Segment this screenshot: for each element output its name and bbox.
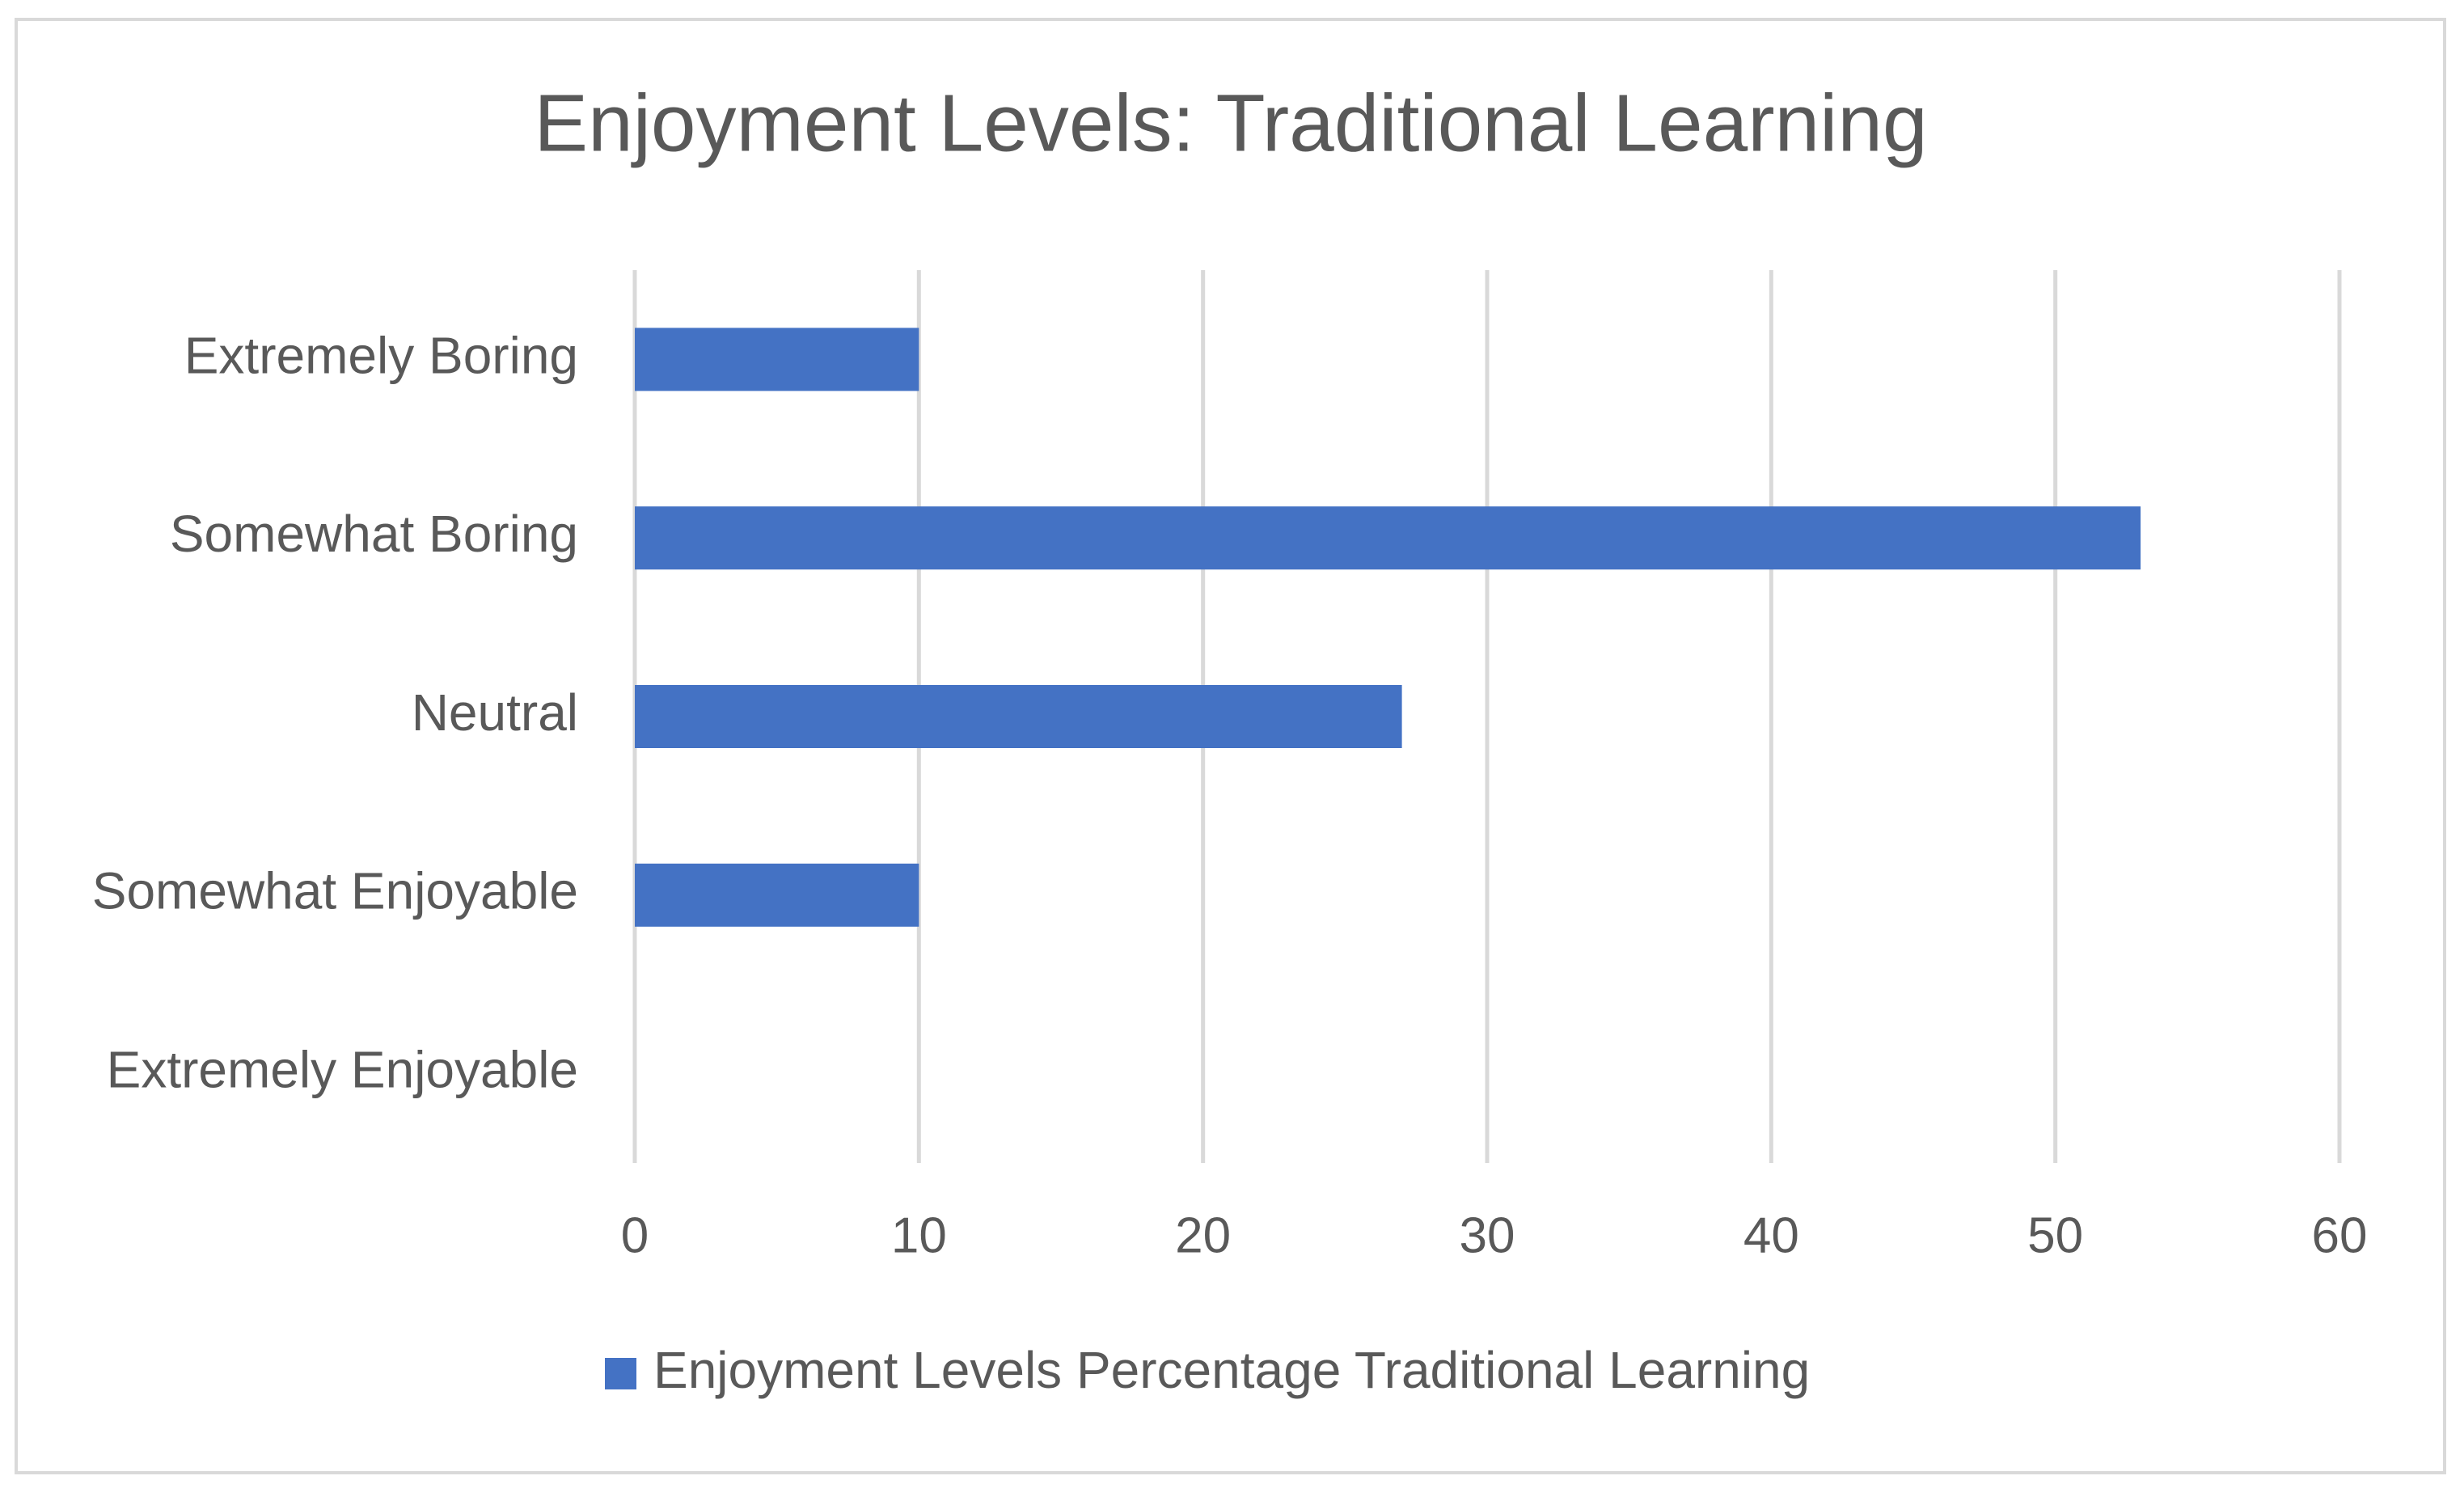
x-tick-label: 0 (621, 1207, 649, 1263)
y-tick-label: Extremely Enjoyable (107, 1041, 578, 1099)
chart-title: Enjoyment Levels: Traditional Learning (534, 78, 1927, 168)
x-tick-label: 40 (1743, 1207, 1799, 1263)
y-tick-label: Somewhat Boring (170, 505, 578, 563)
y-tick-label: Neutral (412, 683, 578, 742)
legend-swatch (605, 1358, 636, 1389)
legend-label: Enjoyment Levels Percentage Traditional … (653, 1341, 1810, 1399)
y-tick-label: Somewhat Enjoyable (92, 862, 578, 920)
bar (635, 328, 919, 391)
bar (635, 863, 919, 927)
x-tick-label: 60 (2312, 1207, 2368, 1263)
x-tick-label: 20 (1175, 1207, 1231, 1263)
bar (635, 506, 2141, 570)
bar (635, 685, 1402, 748)
x-tick-label: 10 (891, 1207, 947, 1263)
x-tick-label: 50 (2027, 1207, 2083, 1263)
x-tick-label: 30 (1460, 1207, 1515, 1263)
y-tick-label: Extremely Boring (184, 326, 578, 384)
